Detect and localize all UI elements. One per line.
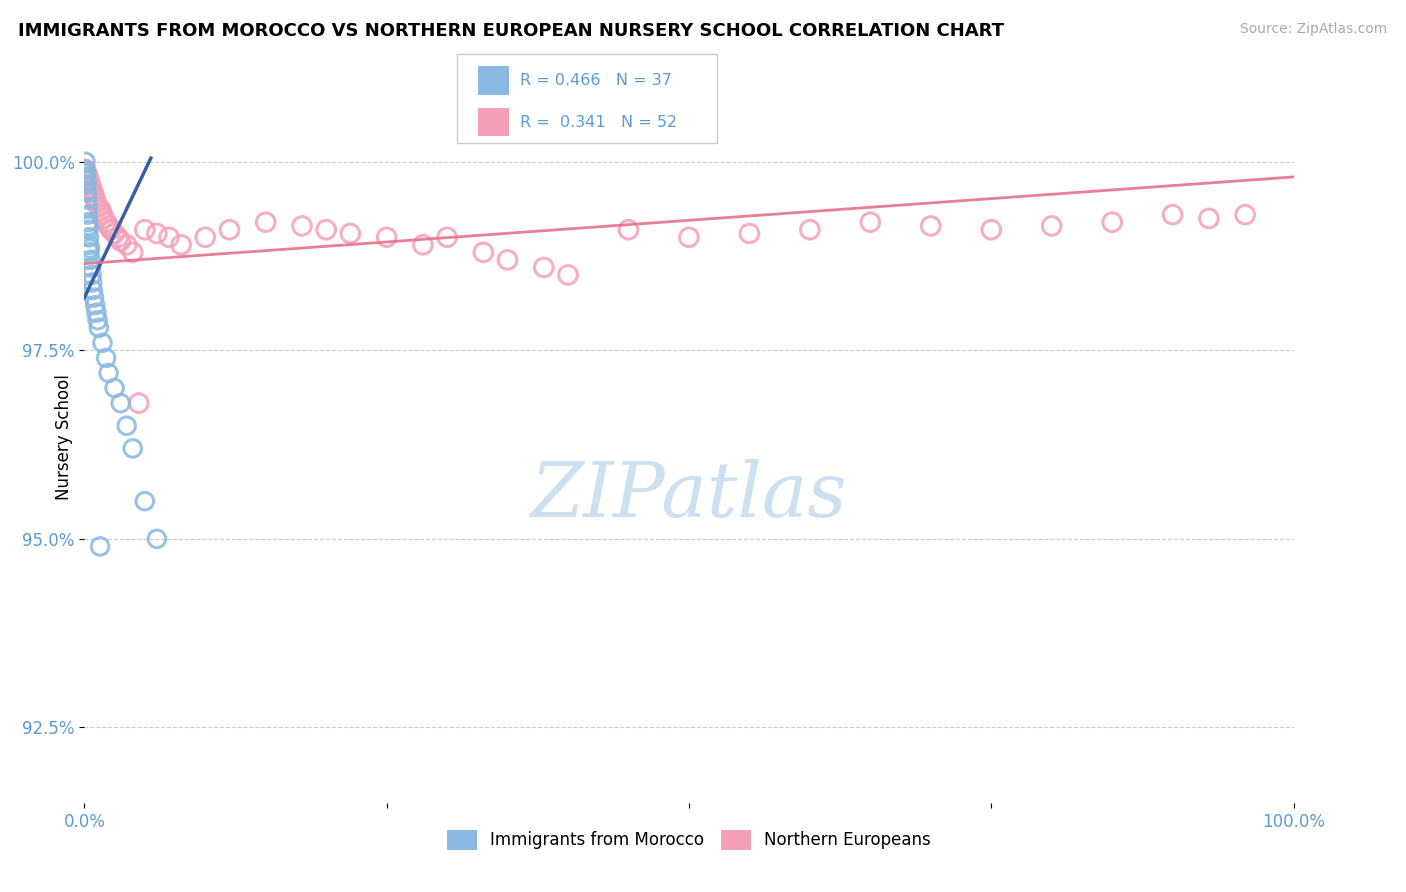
Point xyxy=(799,223,821,237)
Point xyxy=(76,208,98,222)
Point xyxy=(194,230,217,244)
Point xyxy=(77,215,100,229)
Point xyxy=(1101,215,1123,229)
Point xyxy=(412,237,434,252)
Point xyxy=(980,223,1002,237)
Point xyxy=(90,203,112,218)
Point xyxy=(128,396,150,410)
Point xyxy=(134,494,156,508)
Point xyxy=(557,268,579,282)
Point xyxy=(738,227,761,241)
Point xyxy=(920,219,942,233)
Point xyxy=(1234,208,1257,222)
Text: R = 0.466   N = 37: R = 0.466 N = 37 xyxy=(520,73,672,87)
Point xyxy=(80,260,103,275)
Point xyxy=(107,230,129,244)
Point xyxy=(436,230,458,244)
Point xyxy=(115,237,138,252)
Point xyxy=(254,215,277,229)
Point xyxy=(291,219,314,233)
Point xyxy=(75,162,97,177)
Point xyxy=(83,188,105,202)
Point xyxy=(134,223,156,237)
Point xyxy=(339,227,361,241)
Point xyxy=(77,237,100,252)
Point xyxy=(76,166,98,180)
Point xyxy=(76,174,98,188)
Point xyxy=(115,418,138,433)
Point xyxy=(77,169,100,184)
Point xyxy=(859,215,882,229)
Point xyxy=(170,237,193,252)
Point xyxy=(86,306,108,320)
Point xyxy=(75,178,97,192)
Point xyxy=(82,283,104,297)
Point xyxy=(75,154,97,169)
Point xyxy=(82,185,104,199)
Point xyxy=(100,223,122,237)
Point xyxy=(678,230,700,244)
Point xyxy=(76,193,98,207)
Point xyxy=(84,298,107,312)
Point xyxy=(79,245,101,260)
Point xyxy=(89,540,111,554)
Point xyxy=(87,320,110,334)
Point xyxy=(533,260,555,275)
Point xyxy=(75,169,97,184)
Point xyxy=(104,227,127,241)
Point xyxy=(496,252,519,267)
Point xyxy=(87,200,110,214)
Point xyxy=(75,166,97,180)
Point xyxy=(94,215,117,229)
Point xyxy=(1040,219,1063,233)
Point xyxy=(76,185,98,199)
Point xyxy=(1198,211,1220,226)
Text: ZIPatlas: ZIPatlas xyxy=(530,458,848,533)
Point xyxy=(82,276,104,290)
Point xyxy=(97,366,120,380)
Point xyxy=(86,196,108,211)
Point xyxy=(146,532,169,546)
Point xyxy=(91,208,114,222)
Text: IMMIGRANTS FROM MOROCCO VS NORTHERN EUROPEAN NURSERY SCHOOL CORRELATION CHART: IMMIGRANTS FROM MOROCCO VS NORTHERN EURO… xyxy=(18,22,1004,40)
Point xyxy=(472,245,495,260)
Y-axis label: Nursery School: Nursery School xyxy=(55,374,73,500)
Point xyxy=(83,291,105,305)
Point xyxy=(77,223,100,237)
Legend: Immigrants from Morocco, Northern Europeans: Immigrants from Morocco, Northern Europe… xyxy=(440,823,938,856)
Point xyxy=(76,200,98,214)
Point xyxy=(1161,208,1184,222)
Point xyxy=(146,227,169,241)
Point xyxy=(110,396,132,410)
Point xyxy=(79,242,101,256)
Point xyxy=(315,223,337,237)
Point xyxy=(218,223,240,237)
Point xyxy=(80,181,103,195)
Point xyxy=(617,223,640,237)
Point xyxy=(375,230,398,244)
Point xyxy=(80,268,103,282)
Point xyxy=(121,442,143,456)
Point xyxy=(79,252,101,267)
Point xyxy=(84,193,107,207)
Text: R =  0.341   N = 52: R = 0.341 N = 52 xyxy=(520,115,678,129)
Point xyxy=(97,219,120,233)
Text: Source: ZipAtlas.com: Source: ZipAtlas.com xyxy=(1240,22,1388,37)
Point xyxy=(77,174,100,188)
Point xyxy=(110,234,132,248)
Point xyxy=(77,230,100,244)
Point xyxy=(91,335,114,350)
Point xyxy=(93,211,115,226)
Point xyxy=(73,162,96,177)
Point xyxy=(94,351,117,365)
Point xyxy=(121,245,143,260)
Point xyxy=(79,178,101,192)
Point xyxy=(104,381,127,395)
Point xyxy=(86,313,108,327)
Point xyxy=(77,219,100,233)
Point xyxy=(157,230,180,244)
